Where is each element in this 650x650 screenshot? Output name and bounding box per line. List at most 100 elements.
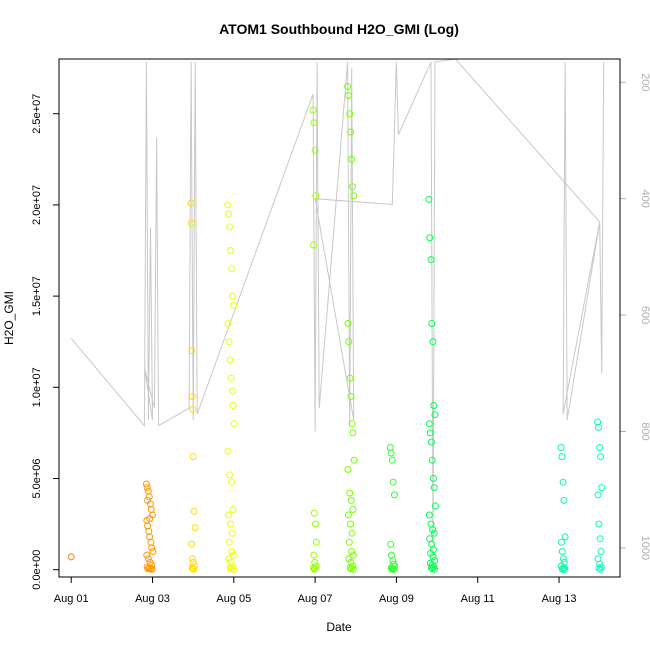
data-point [561, 533, 569, 541]
secondary-y-axis: 200 400 600 800 1000 [619, 73, 650, 560]
data-point [349, 429, 357, 437]
data-point [389, 566, 397, 573]
x-tick-label: Aug 05 [216, 593, 251, 605]
data-point [230, 420, 238, 428]
data-point [146, 515, 154, 523]
data-point [311, 558, 319, 566]
data-point [145, 493, 153, 501]
data-point [188, 540, 195, 548]
data-point [595, 423, 602, 431]
y-tick-label: 1.5e+07 [31, 276, 43, 316]
data-point [349, 565, 357, 573]
data-point [431, 411, 439, 419]
y-tick-label: 5.0e+06 [31, 458, 43, 498]
data-point [429, 338, 437, 346]
data-point [224, 447, 232, 455]
data-point [348, 155, 356, 163]
data-point [347, 128, 354, 136]
data-point [349, 506, 357, 513]
data-point [431, 502, 439, 510]
data-point [428, 456, 436, 464]
y-tick-label: 1.0e+07 [31, 367, 43, 407]
data-point [425, 420, 433, 428]
data-point [228, 548, 236, 555]
data-point [229, 402, 237, 409]
data-point [428, 320, 436, 327]
data-point [346, 374, 354, 382]
data-point [345, 538, 353, 546]
data-point [346, 489, 354, 497]
data-point [427, 256, 435, 264]
secondary-line-path [70, 58, 605, 548]
data-point [346, 110, 354, 118]
data-point [310, 119, 318, 127]
data-point [347, 496, 355, 504]
data-point [429, 526, 437, 534]
data-point [560, 566, 568, 573]
data-point [312, 192, 320, 200]
scatter-points [67, 82, 606, 573]
plot-frame [58, 58, 621, 578]
data-point [229, 292, 237, 300]
y-tick-label: 2.5e+07 [31, 94, 43, 134]
data-point [344, 320, 352, 327]
data-point [144, 555, 152, 563]
data-point [558, 548, 566, 555]
data-point [225, 338, 233, 346]
data-point [430, 529, 438, 537]
data-point [189, 405, 197, 413]
data-point [345, 338, 353, 346]
data-point [346, 564, 354, 572]
data-point [390, 491, 398, 499]
data-point [188, 564, 196, 572]
data-point [347, 392, 355, 400]
data-point [229, 506, 237, 513]
data-point [597, 453, 604, 461]
chart-title: ATOM1 Southbound H2O_GMI (Log) [219, 21, 459, 37]
data-point [228, 265, 236, 273]
data-point [426, 429, 434, 437]
data-point [427, 564, 435, 572]
data-point [388, 456, 396, 464]
x-tick-label: Aug 03 [135, 593, 170, 605]
data-point [559, 478, 567, 486]
data-point [594, 491, 602, 499]
data-point [348, 548, 356, 555]
data-point [188, 555, 196, 563]
data-point [312, 520, 319, 528]
x-axis: Aug 01 Aug 03 Aug 05 Aug 07 Aug 09 Aug 11 Aug … [54, 576, 576, 605]
data-point [143, 484, 151, 492]
data-point [560, 496, 568, 504]
data-point [598, 484, 606, 492]
data-point [227, 520, 235, 528]
data-point [144, 487, 152, 495]
secondary-series-line [70, 58, 605, 548]
y-tick-label: 2.0e+07 [31, 185, 43, 225]
data-point [344, 465, 352, 473]
data-point [389, 478, 397, 486]
data-point [596, 535, 604, 543]
data-point [597, 565, 604, 573]
data-point [349, 183, 356, 191]
data-point [226, 356, 234, 364]
data-point [144, 496, 152, 504]
data-point [596, 444, 604, 451]
data-point [429, 553, 437, 561]
data-point [226, 471, 234, 479]
data-point [227, 478, 235, 486]
data-point [348, 420, 356, 428]
x-tick-label: Aug 11 [461, 593, 495, 605]
data-point [188, 219, 195, 227]
data-point [310, 241, 317, 249]
data-point [595, 520, 603, 528]
data-point [312, 538, 320, 546]
data-point [344, 92, 352, 99]
data-point [191, 524, 199, 532]
data-point [344, 511, 352, 519]
data-point [387, 540, 395, 548]
data-point [558, 538, 565, 546]
y-axis-label: H2O_GMI [2, 291, 16, 345]
data-point [430, 402, 438, 409]
y-axis: 0.0e+00 5.0e+06 1.0e+07 1.5e+07 2.0e+07 2.5e+… [31, 94, 60, 590]
